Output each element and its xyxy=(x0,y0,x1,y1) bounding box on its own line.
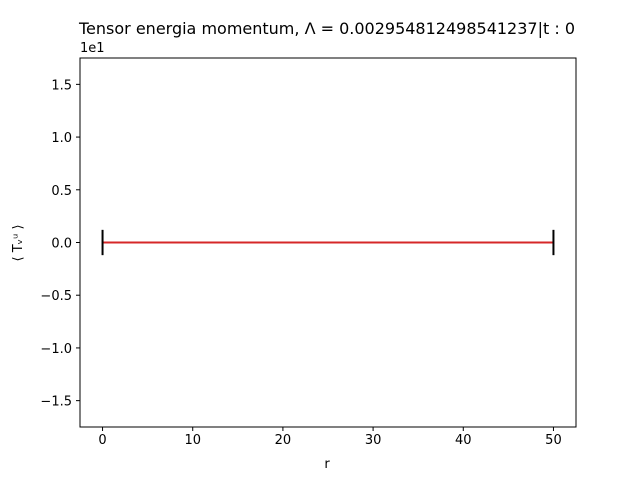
y-tick-label: −0.5 xyxy=(40,289,72,304)
x-tick-label: 30 xyxy=(365,433,382,448)
chart-title: Tensor energia momentum, Λ = 0.002954812… xyxy=(78,19,575,38)
x-tick-label: 0 xyxy=(98,433,106,448)
x-tick-label: 10 xyxy=(184,433,201,448)
y-tick-label: 1.0 xyxy=(51,131,72,146)
y-axis-label: ⟨ Tᵥᵘ ⟩ xyxy=(11,224,26,261)
y-tick-label: 0.5 xyxy=(51,184,72,199)
x-tick-label: 40 xyxy=(455,433,472,448)
x-tick-label: 50 xyxy=(545,433,562,448)
y-tick-label: 0.0 xyxy=(51,237,72,252)
plot-area: 0 10 20 30 40 50 −1.5 −1.0 −0.5 0.0 0.5 1.0 1.5 xyxy=(40,57,577,448)
y-offset-label: 1e1 xyxy=(80,41,105,56)
y-tick-label: 1.5 xyxy=(51,78,72,93)
y-tick-label: −1.5 xyxy=(40,395,72,410)
x-tick-label: 20 xyxy=(275,433,292,448)
x-axis-label: r xyxy=(324,457,330,472)
y-tick-label: −1.0 xyxy=(40,342,72,357)
